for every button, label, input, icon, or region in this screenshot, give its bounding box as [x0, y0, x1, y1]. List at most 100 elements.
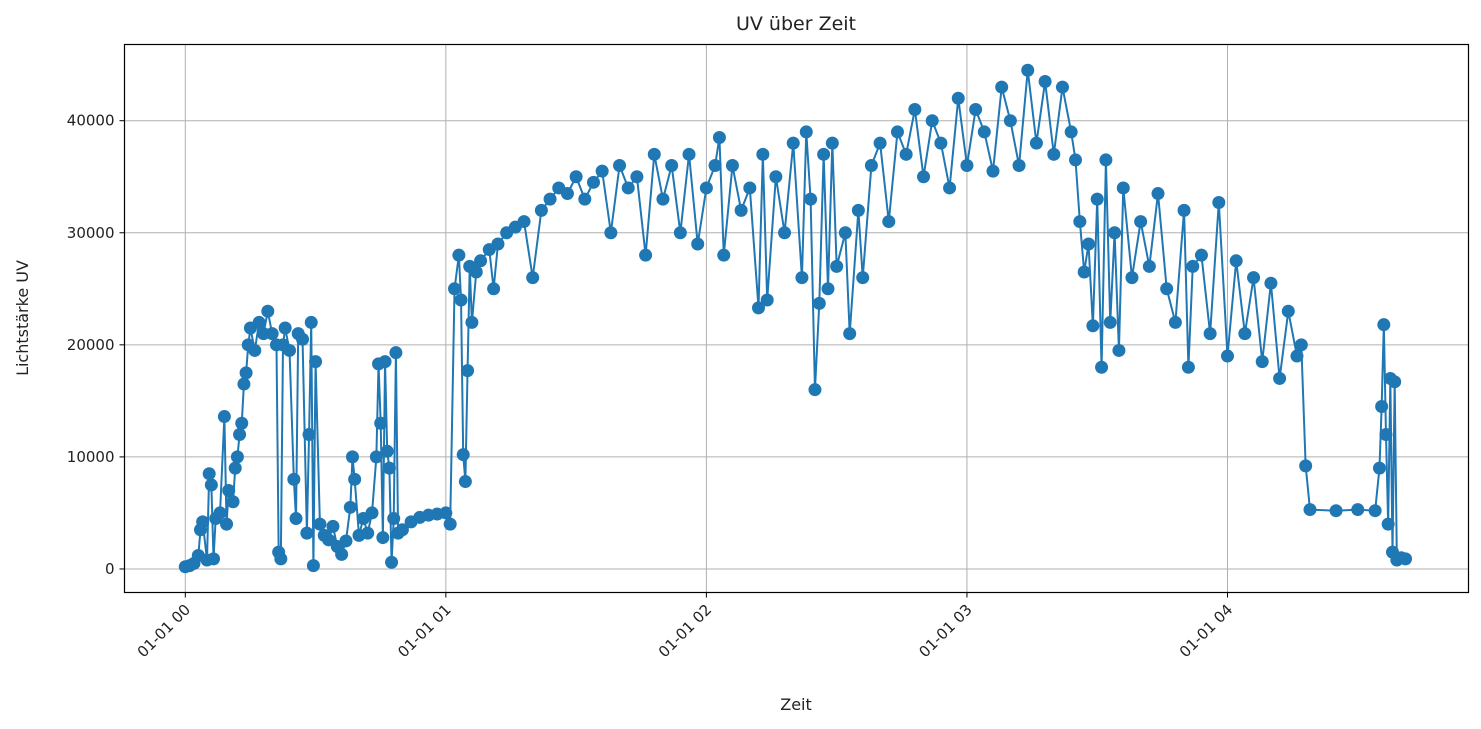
data-point — [461, 364, 475, 378]
data-point — [595, 164, 609, 178]
data-point — [369, 450, 383, 464]
data-point — [708, 159, 722, 173]
data-point — [890, 125, 904, 139]
data-point — [274, 552, 288, 566]
data-point — [252, 315, 266, 329]
data-point — [248, 343, 262, 357]
data-point — [361, 526, 375, 540]
y-tick-label: 40000 — [67, 112, 115, 130]
data-point — [345, 450, 359, 464]
y-tick-label: 30000 — [67, 224, 115, 242]
data-point — [1069, 153, 1083, 167]
data-point — [474, 254, 488, 268]
x-tick-label: 01-01 01 — [394, 601, 454, 661]
data-point — [843, 327, 857, 341]
data-point — [1112, 343, 1126, 357]
data-point — [804, 192, 818, 206]
y-axis: 0 10000 20000 30000 40000 — [67, 112, 125, 578]
data-point — [995, 80, 1009, 94]
data-point — [682, 147, 696, 161]
data-point — [1229, 254, 1243, 268]
data-point — [1186, 259, 1200, 273]
data-point — [469, 265, 483, 279]
data-point — [448, 282, 462, 296]
data-point — [1142, 259, 1156, 273]
data-point — [233, 427, 247, 441]
data-point — [1108, 226, 1122, 240]
data-point — [1281, 304, 1295, 318]
data-point — [1264, 276, 1278, 290]
data-point — [621, 181, 635, 195]
data-point — [864, 159, 878, 173]
data-point — [395, 523, 409, 537]
data-point — [1375, 399, 1389, 413]
data-point — [969, 102, 983, 116]
data-point — [1012, 159, 1026, 173]
data-point — [1212, 196, 1226, 210]
data-point — [1372, 461, 1386, 475]
data-point — [228, 461, 242, 475]
data-point — [1255, 355, 1269, 369]
data-point — [1290, 349, 1304, 363]
chart-title: UV über Zeit — [736, 13, 856, 35]
data-point — [309, 355, 323, 369]
data-point — [1125, 271, 1139, 285]
data-point — [387, 512, 401, 526]
x-axis: 01-01 00 01-01 01 01-01 02 01-01 03 01-01 04 — [134, 592, 1236, 661]
data-point — [204, 478, 218, 492]
data-point — [491, 237, 505, 251]
data-point — [1303, 503, 1317, 517]
data-point — [213, 506, 227, 520]
data-point — [534, 203, 548, 217]
data-point — [1203, 327, 1217, 341]
plot-frame — [123, 43, 1470, 594]
data-point — [385, 555, 399, 569]
data-point — [207, 552, 221, 566]
data-point — [743, 181, 757, 195]
data-point — [934, 136, 948, 150]
data-point — [1381, 517, 1395, 531]
data-point — [1220, 349, 1234, 363]
data-point — [1055, 80, 1069, 94]
data-point — [487, 282, 501, 296]
data-point — [296, 332, 310, 346]
data-point — [1388, 375, 1402, 389]
data-point — [235, 416, 249, 430]
data-point — [456, 448, 470, 462]
data-point — [604, 226, 618, 240]
data-point — [458, 475, 472, 489]
data-point — [569, 170, 583, 184]
data-point — [882, 215, 896, 229]
data-point — [380, 444, 394, 458]
data-point — [673, 226, 687, 240]
data-point — [665, 159, 679, 173]
data-point — [1160, 282, 1174, 296]
data-point — [289, 512, 303, 526]
data-point — [1047, 147, 1061, 161]
data-point — [899, 147, 913, 161]
data-point — [237, 377, 251, 391]
data-point — [1181, 360, 1195, 374]
data-point — [304, 315, 318, 329]
data-point — [578, 192, 592, 206]
data-point — [376, 531, 390, 545]
data-point — [452, 248, 466, 262]
data-point — [239, 366, 253, 380]
data-point — [454, 293, 468, 307]
data-point — [202, 467, 216, 481]
data-point — [1399, 552, 1413, 566]
data-point — [586, 175, 600, 189]
data-point — [443, 517, 457, 531]
data-point — [1351, 503, 1365, 517]
data-point — [825, 136, 839, 150]
data-point — [1379, 427, 1393, 441]
data-point — [712, 131, 726, 145]
data-point — [1368, 504, 1382, 518]
data-point — [647, 147, 661, 161]
data-point — [986, 164, 1000, 178]
x-tick-label: 01-01 04 — [1176, 601, 1236, 661]
data-point — [778, 226, 792, 240]
data-point — [639, 248, 653, 262]
data-point — [613, 159, 627, 173]
data-point — [302, 427, 316, 441]
